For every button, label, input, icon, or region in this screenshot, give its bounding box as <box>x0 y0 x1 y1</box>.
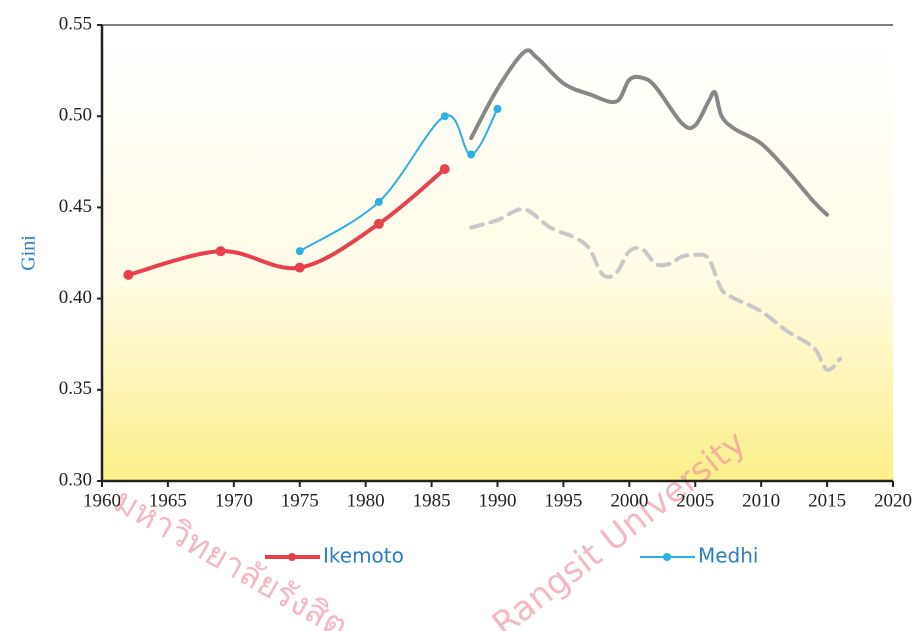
marker <box>441 112 449 120</box>
legend-label: Ikemoto <box>323 544 404 568</box>
marker <box>123 270 133 280</box>
y-tick-label: 0.45 <box>59 196 92 217</box>
x-tick-label: 1990 <box>479 490 517 511</box>
x-tick-label: 1965 <box>149 490 187 511</box>
x-tick-label: 2000 <box>610 490 648 511</box>
marker <box>374 219 384 229</box>
legend-marker <box>288 553 296 561</box>
y-tick-label: 0.55 <box>59 13 92 34</box>
x-tick-label: 1980 <box>347 490 385 511</box>
marker <box>375 198 383 206</box>
x-tick-label: 1975 <box>281 490 319 511</box>
x-tick-label: 2010 <box>742 490 780 511</box>
y-axis-label: Gini <box>18 235 40 271</box>
legend-marker <box>663 553 671 561</box>
x-tick-label: 2005 <box>676 490 714 511</box>
y-tick-label: 0.40 <box>59 287 92 308</box>
x-tick-label: 2015 <box>808 490 846 511</box>
x-tick-label: 1985 <box>413 490 451 511</box>
x-tick-label: 2020 <box>874 490 912 511</box>
marker <box>440 164 450 174</box>
chart: Gini มหาวิทยาลัยรังสิต Rangsit Universit… <box>0 0 920 631</box>
marker <box>494 105 502 113</box>
x-tick-label: 1970 <box>215 490 253 511</box>
marker <box>295 263 305 273</box>
legend-label: Medhi <box>698 544 759 568</box>
marker <box>296 247 304 255</box>
x-tick-label: 1995 <box>544 490 582 511</box>
marker <box>467 151 475 159</box>
y-tick-label: 0.30 <box>59 469 92 490</box>
marker <box>216 246 226 256</box>
x-tick-label: 1960 <box>83 490 121 511</box>
y-tick-label: 0.50 <box>59 105 92 126</box>
y-tick-label: 0.35 <box>59 378 92 399</box>
